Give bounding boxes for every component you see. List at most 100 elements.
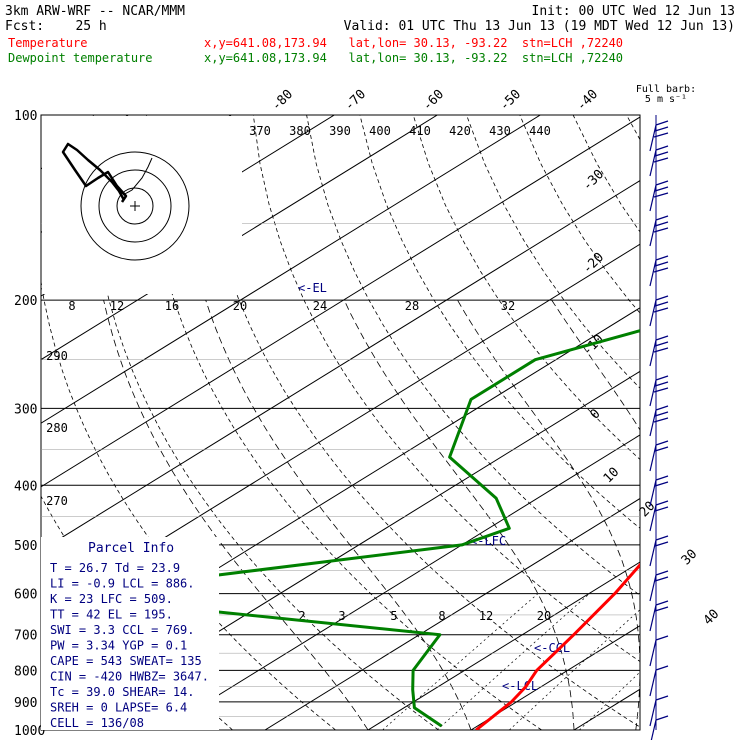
wind-barb (649, 379, 657, 407)
wind-barb-flag (654, 221, 669, 227)
moist-adiabat-line (103, 300, 369, 730)
isotherm-label: -60 (420, 87, 447, 114)
wind-barb (650, 719, 657, 740)
parcel-info-row: CIN = -420 HWBZ= 3647. (50, 670, 209, 684)
dewpoint-profile-line (164, 329, 640, 728)
parcel-info-row: CELL = 136/08 (50, 716, 144, 730)
wind-barb-flag (653, 227, 669, 233)
model-title: 3km ARW-WRF -- NCAR/MMM (5, 4, 185, 19)
wind-barb-flag (653, 157, 669, 163)
mixing-ratio-line (579, 671, 640, 730)
mixing-ratio-line (509, 609, 640, 730)
wind-barb-flag (655, 715, 669, 721)
wind-barb-flag (655, 375, 669, 381)
wind-barb-flag (654, 301, 669, 307)
theta-label: 410 (409, 124, 431, 138)
dry-adiabat-line (466, 115, 640, 389)
wind-barb-flag (654, 411, 669, 417)
wind-barb-flag (653, 347, 669, 353)
wind-barb (649, 124, 657, 152)
wind-barb-flag (655, 120, 669, 126)
wind-barb (649, 339, 657, 367)
wind-barb (649, 699, 657, 727)
dry-adiabat-line (626, 115, 640, 141)
wind-barb (649, 669, 657, 697)
forecast-hour: Fcst: 25 h (5, 19, 107, 34)
theta-label: 370 (249, 124, 271, 138)
mixing-ratio-label: 2 (298, 609, 305, 623)
wind-barb (649, 539, 657, 567)
wind-barb-flag (654, 541, 669, 547)
temperature-profile-line (475, 562, 640, 730)
knots-label: 12 (110, 299, 124, 313)
wind-barb (649, 604, 657, 632)
wind-barb-flag (654, 481, 669, 487)
isotherm-line (58, 370, 640, 730)
pressure-tick-label: 800 (14, 664, 37, 679)
wind-barb-flag (655, 335, 669, 341)
isotherm-line (367, 561, 640, 730)
wind-barb-flag (655, 600, 669, 606)
pressure-tick-label: 500 (14, 539, 37, 554)
parcel-info-row: CAPE = 543 SWEAT= 135 (50, 654, 202, 668)
wind-barb (649, 219, 657, 247)
dry-adiabat-line (680, 115, 740, 730)
annotation-el: <-EL (298, 281, 327, 295)
dewpoint-point-info: x,y=641.08,173.94 lat,lon= 30.13, -93.22… (204, 51, 623, 65)
hodograph-storm-trace (122, 157, 153, 196)
barb-legend: Full barb: (636, 84, 696, 95)
wind-barb-flag (654, 151, 669, 157)
hodograph-ring (116, 187, 154, 225)
wind-barb-flag (655, 665, 669, 671)
valid-time: Valid: 01 UTC Thu 13 Jun 13 (19 MDT Wed … (344, 19, 735, 34)
wind-barb (649, 299, 657, 327)
wind-barb-flag (655, 695, 669, 701)
mixing-ratio-line (642, 594, 740, 730)
theta-label: 400 (369, 124, 391, 138)
parcel-info-row: Tc = 39.0 SHEAR= 14. (50, 685, 195, 699)
lower-theta-label: 270 (46, 494, 68, 508)
theta-label: 390 (329, 124, 351, 138)
parcel-info-row: SWI = 3.3 CCL = 769. (50, 623, 195, 637)
wind-barb-flag (654, 261, 669, 267)
dry-adiabat-line (306, 115, 640, 596)
isotherm-line (470, 625, 640, 730)
wind-barb (649, 149, 657, 177)
moist-adiabat-line (205, 299, 472, 730)
mixing-ratio-label: 12 (479, 609, 493, 623)
isotherm-line (41, 116, 640, 488)
hodograph-ring (80, 151, 190, 261)
theta-label: 430 (489, 124, 511, 138)
isotherm-label: -80 (269, 87, 296, 114)
knots-label: 32 (501, 299, 515, 313)
wind-barb-flag (653, 192, 669, 198)
temperature-point-info: x,y=641.08,173.94 lat,lon= 30.13, -93.22… (204, 36, 623, 50)
isotherm-line (41, 243, 640, 615)
theta-label: 420 (449, 124, 471, 138)
wind-barb (649, 259, 657, 287)
pressure-tick-label: 600 (14, 588, 37, 603)
parcel-info-title: Parcel Info (88, 541, 174, 556)
wind-barb (649, 479, 657, 507)
wind-barb-flag (655, 145, 669, 151)
moist-adiabat-line (664, 300, 740, 730)
wind-barb-flag (654, 126, 669, 132)
dewpoint-legend: Dewpoint temperature (8, 51, 153, 65)
wind-barb-flag (655, 535, 669, 541)
pressure-tick-label: 300 (14, 402, 37, 417)
wind-barb-flag (655, 180, 669, 186)
isotherm-label: -40 (574, 87, 601, 114)
wind-barb (649, 574, 657, 602)
wind-barb-flag (655, 215, 669, 221)
wind-barb-flag (654, 381, 669, 387)
isotherm-label: -50 (497, 87, 524, 114)
wind-barb-flag (654, 341, 669, 347)
init-time: Init: 00 UTC Wed 12 Jun 13 (532, 4, 736, 19)
knots-label: 8 (68, 299, 75, 313)
wind-barb (649, 184, 657, 212)
hodograph-ring (98, 169, 172, 243)
knots-label: 20 (233, 299, 247, 313)
isotherm-label: -30 (580, 167, 607, 194)
pressure-tick-label: 200 (14, 294, 37, 309)
